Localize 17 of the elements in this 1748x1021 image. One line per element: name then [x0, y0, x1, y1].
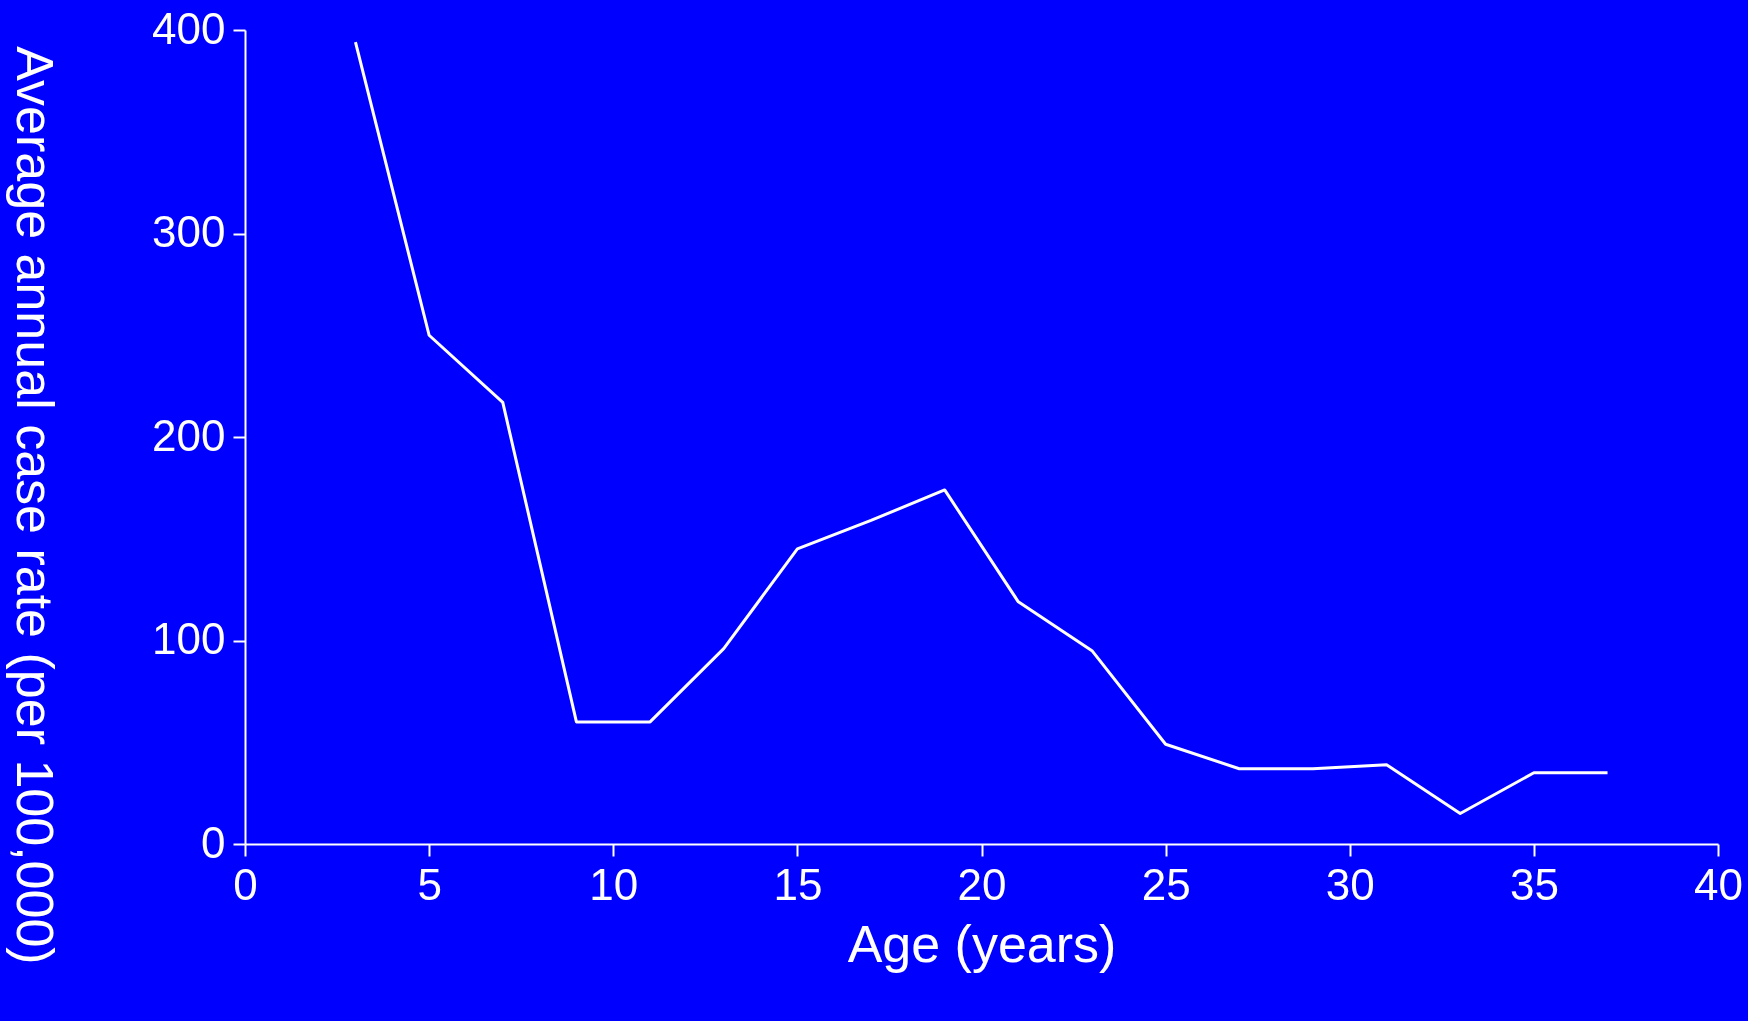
- x-tick-label: 0: [233, 859, 258, 909]
- y-axis-title: Average annual case rate (per 100,000): [5, 46, 64, 965]
- y-tick-label: 400: [152, 3, 226, 53]
- x-tick-label: 15: [773, 859, 823, 909]
- x-tick-label: 25: [1141, 859, 1191, 909]
- y-tick-label: 0: [201, 817, 226, 867]
- y-tick-label: 200: [152, 410, 226, 460]
- x-tick-label: 20: [957, 859, 1007, 909]
- x-axis-title: Age (years): [847, 914, 1117, 973]
- x-tick-label: 10: [589, 859, 639, 909]
- x-tick-label: 40: [1694, 859, 1743, 909]
- x-tick-label: 5: [417, 859, 442, 909]
- line-series: [353, 40, 1610, 815]
- y-tick-label: 100: [152, 614, 226, 663]
- y-tick-label: 300: [152, 207, 226, 256]
- x-tick-label: 30: [1325, 859, 1375, 909]
- x-tick-label: 35: [1509, 859, 1559, 909]
